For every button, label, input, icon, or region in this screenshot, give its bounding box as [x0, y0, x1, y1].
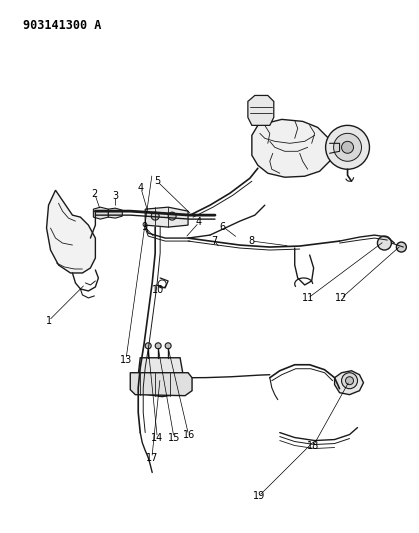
- Polygon shape: [93, 207, 109, 219]
- Text: 12: 12: [335, 293, 347, 303]
- Text: 11: 11: [302, 293, 314, 303]
- Text: 19: 19: [253, 491, 265, 501]
- Polygon shape: [109, 208, 122, 218]
- Polygon shape: [252, 119, 331, 177]
- Text: 4: 4: [138, 183, 144, 193]
- Text: 5: 5: [154, 176, 160, 187]
- Circle shape: [165, 343, 171, 349]
- Circle shape: [378, 236, 391, 250]
- Circle shape: [151, 212, 159, 220]
- Circle shape: [396, 242, 406, 252]
- Text: 8: 8: [248, 236, 254, 246]
- Text: 13: 13: [120, 354, 132, 365]
- Circle shape: [341, 373, 357, 389]
- Polygon shape: [335, 371, 364, 394]
- Polygon shape: [248, 95, 274, 125]
- Circle shape: [155, 343, 161, 349]
- Text: 9: 9: [142, 222, 148, 232]
- Polygon shape: [138, 358, 183, 397]
- Text: 6: 6: [220, 222, 226, 232]
- Text: 2: 2: [91, 189, 98, 199]
- Polygon shape: [145, 207, 188, 227]
- Text: 17: 17: [146, 453, 158, 463]
- Text: 903141300 A: 903141300 A: [23, 19, 101, 31]
- Text: 4: 4: [196, 217, 202, 228]
- Text: 10: 10: [153, 286, 165, 295]
- Circle shape: [326, 125, 370, 169]
- Circle shape: [168, 212, 176, 220]
- Text: 3: 3: [112, 191, 119, 201]
- Circle shape: [346, 377, 354, 385]
- Text: 15: 15: [168, 433, 180, 443]
- Text: 14: 14: [151, 433, 163, 443]
- Circle shape: [341, 141, 354, 154]
- Circle shape: [334, 133, 362, 161]
- Text: 7: 7: [212, 236, 217, 246]
- Text: 18: 18: [307, 441, 319, 451]
- Text: 1: 1: [46, 316, 52, 326]
- Text: 16: 16: [183, 430, 195, 440]
- Circle shape: [145, 343, 151, 349]
- Polygon shape: [47, 190, 96, 273]
- Polygon shape: [130, 373, 192, 395]
